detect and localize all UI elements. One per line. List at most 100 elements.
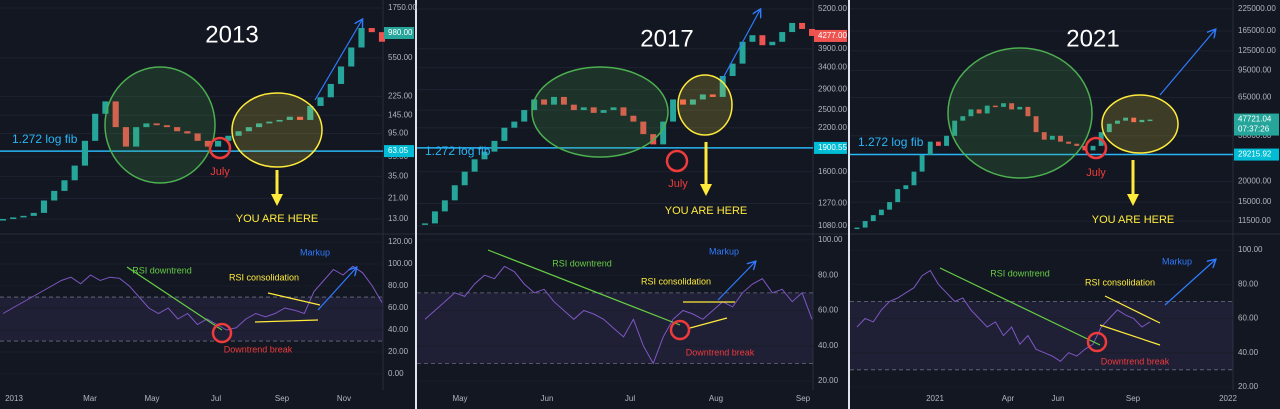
candle — [976, 109, 982, 114]
rsi-band — [0, 297, 383, 342]
candle — [317, 97, 324, 106]
candle — [461, 171, 468, 186]
y-tick-label: 165000.00 — [1238, 26, 1276, 35]
y-tick-label: 100.00 — [1238, 245, 1263, 254]
markup-label: Markup — [1162, 256, 1192, 266]
yellow-ellipse — [677, 74, 733, 136]
candle — [235, 131, 242, 136]
y-tick-label: 13.00 — [388, 214, 409, 223]
y-tick-label: 3400.00 — [818, 63, 847, 72]
candle — [610, 107, 617, 111]
blue-arrow — [721, 10, 760, 81]
candle — [1106, 123, 1112, 133]
x-tick-label: 2022 — [1219, 394, 1237, 403]
candle — [799, 22, 806, 29]
red-circle — [669, 319, 691, 341]
rsi-line — [856, 269, 1151, 362]
x-tick-label: Nov — [337, 394, 351, 403]
candle — [368, 28, 375, 33]
candle — [184, 131, 191, 134]
panel-separator — [848, 0, 850, 409]
rsi-band — [850, 301, 1233, 370]
candle — [1074, 143, 1080, 146]
y-tick-label: 20.00 — [1238, 382, 1259, 391]
yellow-ellipse — [231, 92, 323, 168]
candle — [245, 127, 252, 132]
y-tick-label: 80.00 — [1238, 279, 1259, 288]
candle — [174, 127, 181, 132]
rsi-downtrend: RSI downtrend — [552, 258, 612, 268]
candle — [51, 190, 58, 201]
candle — [551, 96, 557, 105]
y-tick-label: 20.00 — [388, 347, 409, 356]
y-tick-label: 35.00 — [388, 172, 409, 181]
candle — [1123, 117, 1129, 121]
countdown: 07:37:26 — [1238, 125, 1270, 134]
july-label: July — [1086, 167, 1106, 179]
y-tick-label: 125000.00 — [1238, 46, 1276, 55]
price-tag-label: 47721.04 — [1238, 115, 1272, 124]
price-tag — [384, 145, 414, 158]
x-tick-label: 2021 — [926, 394, 944, 403]
candle — [511, 121, 518, 128]
y-tick-label: 1600.00 — [818, 167, 847, 176]
candle — [431, 211, 438, 224]
y-tick-label: 120.00 — [388, 237, 413, 246]
rsi-downtrend: RSI downtrend — [990, 268, 1050, 278]
rsi-line — [424, 265, 813, 365]
trend-line — [126, 266, 223, 331]
blue-arrow — [317, 268, 356, 311]
candle — [276, 119, 283, 122]
y-tick-label: 0.00 — [388, 369, 404, 378]
candle — [531, 99, 538, 111]
price-tag-label: 1900.55 — [818, 143, 847, 152]
trend-line — [487, 249, 681, 326]
x-tick-label: 2013 — [5, 394, 23, 403]
blue-arrow — [1159, 30, 1215, 96]
candle — [560, 96, 567, 105]
candle — [895, 189, 901, 203]
price-tag-label: 980.00 — [388, 28, 413, 37]
candle — [327, 83, 334, 98]
y-tick-label: 80.00 — [388, 281, 409, 290]
y-tick-label: 40.00 — [818, 341, 839, 350]
candle — [600, 110, 607, 113]
candle — [1147, 119, 1153, 122]
candle — [337, 66, 345, 84]
candle — [1090, 145, 1096, 151]
trend-line — [939, 267, 1101, 346]
candle — [1058, 135, 1063, 142]
candle — [670, 99, 677, 122]
candle — [20, 215, 27, 218]
candle — [709, 94, 716, 97]
green-ellipse — [947, 47, 1093, 179]
price-tag — [814, 141, 847, 154]
x-tick-label: Aug — [709, 394, 723, 403]
candle — [194, 133, 201, 141]
x-tick-label: Jun — [1052, 394, 1065, 403]
downtrend-break: Downtrend break — [1101, 356, 1170, 366]
candle — [163, 125, 170, 128]
candle — [481, 151, 488, 160]
price-tag — [1234, 148, 1279, 161]
trend-line — [267, 292, 321, 306]
candle — [112, 101, 119, 128]
candle — [30, 212, 37, 216]
candle — [854, 227, 860, 230]
july-label: July — [210, 166, 230, 178]
candle — [620, 107, 627, 116]
candle — [92, 113, 99, 141]
candle — [1041, 132, 1047, 140]
candle — [870, 215, 876, 222]
candle — [153, 123, 160, 126]
candle — [225, 135, 232, 141]
downtrend-break: Downtrend break — [224, 344, 293, 354]
rsi-consolidation: RSI consolidation — [641, 276, 711, 286]
markup-label: Markup — [300, 247, 330, 257]
annotation-layer: 2013 1.272 log fib July YOU ARE HERE RSI… — [12, 10, 1215, 366]
trend-line — [689, 317, 728, 329]
candle — [1009, 103, 1015, 110]
candle — [143, 123, 150, 128]
rsi-downtrend: RSI downtrend — [132, 265, 192, 275]
